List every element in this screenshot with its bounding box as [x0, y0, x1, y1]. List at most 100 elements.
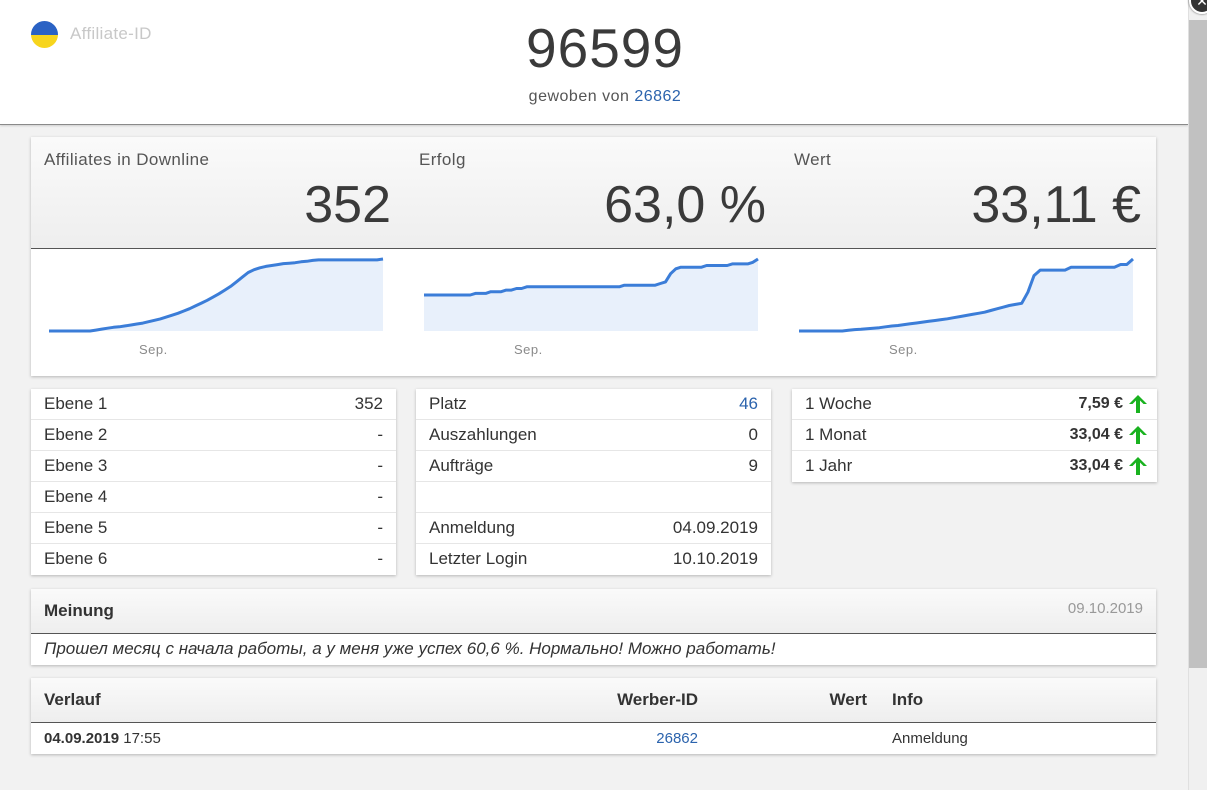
value-sparkline: [796, 251, 1146, 361]
info-row-last-login: Letzter Login 10.10.2019: [416, 544, 771, 575]
payouts-label: Auszahlungen: [429, 425, 537, 444]
platz-link[interactable]: 46: [739, 394, 758, 413]
stat-value: 352: [304, 176, 391, 234]
earnings-row: 1 Jahr 33,04 €: [792, 451, 1157, 482]
stat-value: 63,0 %: [604, 176, 766, 234]
affiliate-id-value: 96599: [526, 17, 684, 79]
payouts-value: 0: [748, 425, 758, 444]
woven-by-label: gewoben von: [528, 88, 630, 105]
sparkline-line: [49, 257, 384, 333]
arrow-up-icon: [1129, 395, 1147, 413]
level-row: Ebene 5 -: [31, 513, 396, 544]
sparkline-axis-label: Sep.: [889, 342, 918, 357]
scrollbar-thumb[interactable]: [1189, 20, 1207, 668]
woven-by-line: gewoben von 26862: [0, 88, 1207, 106]
earnings-value: 33,04 €: [1069, 426, 1123, 443]
woven-by-link[interactable]: 26862: [634, 88, 682, 105]
success-sparkline: [421, 251, 771, 361]
ukraine-flag-icon: [31, 21, 58, 48]
col-verlauf: Verlauf: [44, 690, 101, 709]
info-row-registration: Anmeldung 04.09.2019: [416, 513, 771, 544]
stat-downline: Affiliates in Downline 352: [31, 137, 406, 249]
col-werber-id: Werber-ID: [617, 690, 698, 709]
last-login-value: 10.10.2019: [672, 549, 758, 568]
level-label: Ebene 5: [44, 518, 108, 537]
platz-label: Platz: [429, 394, 467, 413]
earnings-period: 1 Monat: [805, 425, 867, 444]
level-row: Ebene 2 -: [31, 420, 396, 451]
level-label: Ebene 4: [44, 487, 108, 506]
close-icon[interactable]: ✕: [1189, 0, 1207, 14]
stats-header: Affiliates in Downline 352 Erfolg 63,0 %…: [31, 137, 1156, 249]
level-value: -: [377, 487, 383, 506]
sparkline-line: [424, 257, 759, 297]
stat-success: Erfolg 63,0 %: [406, 137, 781, 249]
level-row: Ebene 6 -: [31, 544, 396, 575]
earnings-row: 1 Woche 7,59 €: [792, 389, 1157, 420]
stat-value: 33,11 €: [971, 176, 1141, 234]
sparkline-area: [49, 259, 383, 331]
earnings-value: 33,04 €: [1069, 457, 1123, 474]
earnings-period: 1 Jahr: [805, 456, 853, 475]
sparkline-svg: [49, 257, 384, 333]
level-label: Ebene 6: [44, 549, 108, 568]
col-wert: Wert: [829, 690, 867, 709]
level-label: Ebene 3: [44, 456, 108, 475]
history-date: 04.09.2019: [44, 730, 120, 747]
level-value: -: [377, 456, 383, 475]
arrow-up-icon: [1129, 457, 1147, 475]
opinion-title: Meinung: [44, 601, 114, 620]
sparkline-axis-label: Sep.: [514, 342, 543, 357]
stat-label: Wert: [794, 150, 832, 169]
stats-card: Affiliates in Downline 352 Erfolg 63,0 %…: [31, 137, 1156, 376]
level-value: -: [377, 518, 383, 537]
info-card: Platz 46 Auszahlungen 0 Aufträge 9 Anmeldun…: [416, 389, 771, 575]
arrow-up-icon: [1129, 426, 1147, 444]
level-label: Ebene 1: [44, 394, 108, 413]
sparkline-svg: [424, 257, 759, 331]
level-row: Ebene 3 -: [31, 451, 396, 482]
level-row: Ebene 4 -: [31, 482, 396, 513]
sparkline-area: [424, 259, 758, 331]
earnings-card: 1 Woche 7,59 € 1 Monat 33,04 € 1 Jahr 33,04…: [792, 389, 1157, 482]
col-info: Info: [892, 690, 924, 709]
level-label: Ebene 2: [44, 425, 108, 444]
sparkline-line: [799, 257, 1134, 333]
earnings-row: 1 Monat 33,04 €: [792, 420, 1157, 451]
last-login-label: Letzter Login: [429, 549, 528, 568]
sparkline-axis-label: Sep.: [139, 342, 168, 357]
stat-label: Erfolg: [419, 150, 466, 169]
stat-label: Affiliates in Downline: [44, 150, 210, 169]
downline-sparkline: [46, 251, 396, 361]
info-row-spacer: [416, 482, 771, 513]
opinion-text: Прошел месяц с начала работы, а у меня у…: [44, 639, 776, 658]
affiliate-id-label: Affiliate-ID: [70, 24, 152, 43]
info-row-orders: Aufträge 9: [416, 451, 771, 482]
info-row-platz: Platz 46: [416, 389, 771, 420]
history-info: Anmeldung: [892, 730, 968, 747]
history-header: Verlauf Werber-ID Wert Info: [31, 678, 1156, 723]
earnings-period: 1 Woche: [805, 394, 872, 413]
earnings-value: 7,59 €: [1078, 395, 1123, 412]
stat-value-euro: Wert 33,11 €: [781, 137, 1156, 249]
history-time: 17:55: [123, 730, 161, 747]
levels-card: Ebene 1 352 Ebene 2 - Ebene 3 - Ebene 4 - Eb…: [31, 389, 396, 575]
registration-label: Anmeldung: [429, 518, 516, 537]
opinion-header: Meinung 09.10.2019: [31, 589, 1156, 634]
sparkline-svg: [799, 257, 1134, 333]
history-werber-link[interactable]: 26862: [656, 730, 698, 747]
affiliate-header: Affiliate-ID 96599 gewoben von 26862: [0, 0, 1188, 125]
level-value: -: [377, 549, 383, 568]
level-row: Ebene 1 352: [31, 389, 396, 420]
level-value: -: [377, 425, 383, 444]
history-row: 04.09.2019 17:55 26862 Anmeldung: [31, 723, 1156, 754]
history-datetime: 04.09.2019 17:55: [44, 730, 161, 747]
info-row-payouts: Auszahlungen 0: [416, 420, 771, 451]
orders-label: Aufträge: [429, 456, 494, 475]
opinion-date: 09.10.2019: [1067, 600, 1143, 617]
opinion-card: Meinung 09.10.2019 Прошел месяц с начала…: [31, 589, 1156, 665]
level-value: 352: [354, 394, 383, 413]
sparkline-area: [799, 259, 1133, 331]
orders-value: 9: [748, 456, 758, 475]
registration-value: 04.09.2019: [672, 518, 758, 537]
